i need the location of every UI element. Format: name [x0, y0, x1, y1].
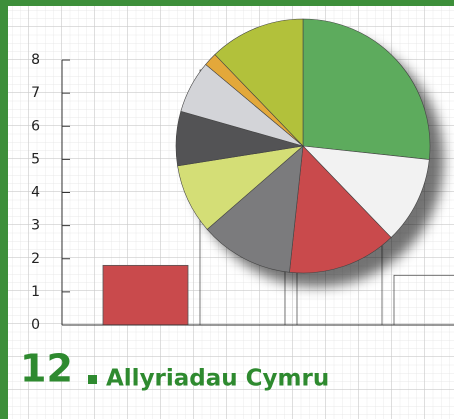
- y-tick-label: 1: [31, 284, 40, 300]
- pie-slice: [302, 18, 431, 160]
- pie-slice: [214, 18, 304, 147]
- y-tick-label: 8: [31, 52, 40, 68]
- plot: 0 1 2 3 4 5 6 7 8: [31, 18, 454, 333]
- heading-text: Allyriadau Cymru: [106, 366, 329, 392]
- heading-number: 12: [20, 347, 73, 391]
- y-tick-label: 3: [31, 218, 40, 234]
- y-tick-label: 0: [31, 317, 40, 333]
- y-tick-label: 7: [31, 85, 40, 101]
- pie-slice: [206, 145, 304, 273]
- pie-slice: [289, 145, 392, 274]
- heading-dot: [88, 375, 97, 384]
- y-tick-label: 2: [31, 251, 40, 267]
- pie-slice: [302, 145, 430, 238]
- y-tick-label: 4: [31, 185, 40, 201]
- y-tick-label: 5: [31, 151, 40, 167]
- y-tick-label: 6: [31, 118, 40, 134]
- bar: [102, 264, 189, 326]
